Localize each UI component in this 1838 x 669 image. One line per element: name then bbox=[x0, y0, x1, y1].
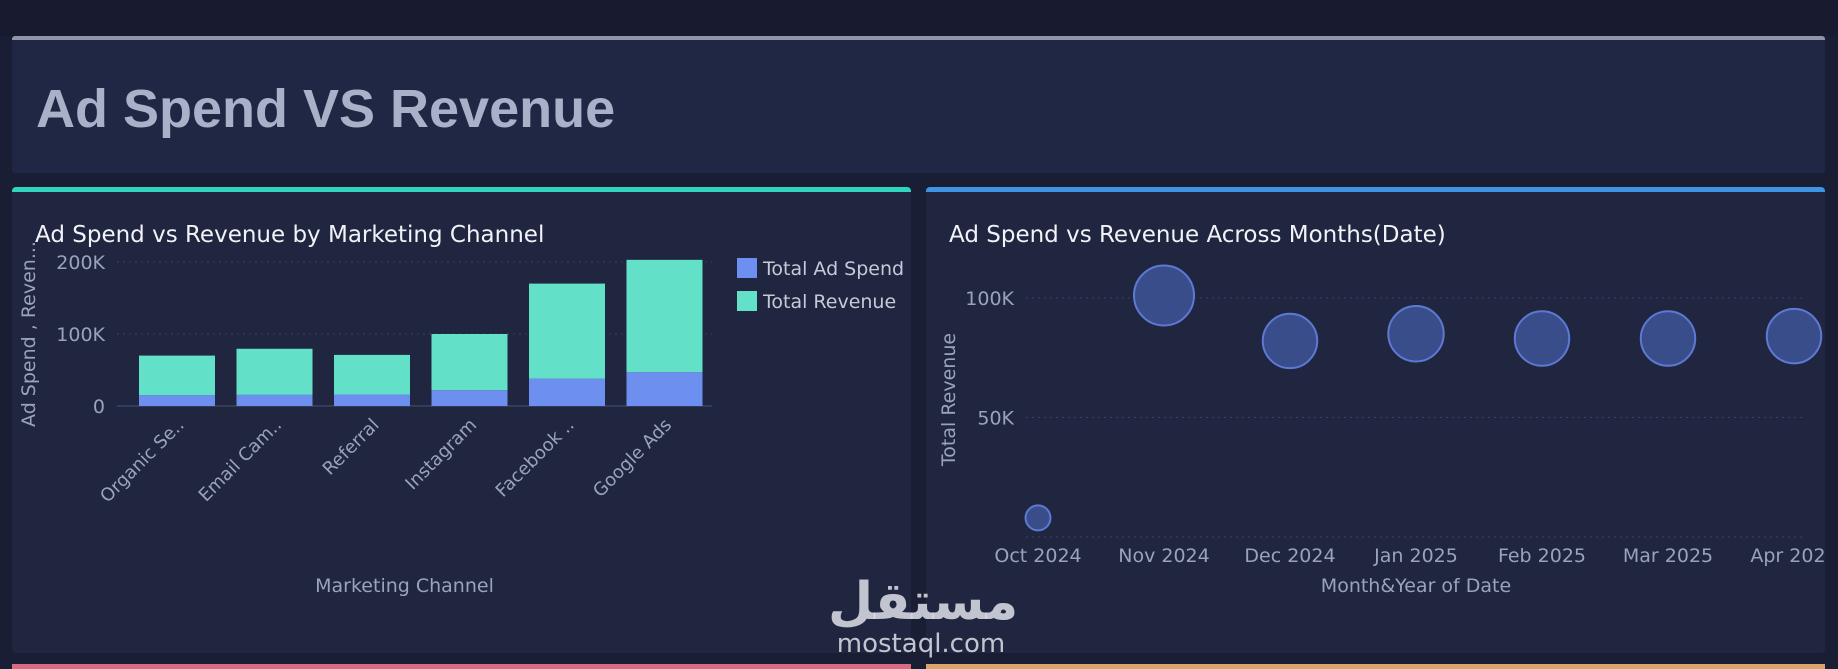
bar-revenue bbox=[334, 354, 410, 395]
legend-label: Total Ad Spend bbox=[762, 258, 904, 280]
x-axis-title: Marketing Channel bbox=[315, 575, 494, 597]
watermark-arabic: مستقل bbox=[828, 572, 1019, 632]
channel-chart-title: Ad Spend vs Revenue by Marketing Channel bbox=[35, 222, 545, 248]
x-axis-title: Month&Year of Date bbox=[1321, 575, 1511, 597]
bar-revenue bbox=[139, 355, 215, 396]
y-tick-label: 100K bbox=[56, 324, 105, 346]
legend-swatch bbox=[737, 258, 757, 278]
bar-ad-spend bbox=[431, 390, 508, 406]
bar-revenue bbox=[529, 283, 605, 379]
x-tick-label: Nov 2024 bbox=[1118, 545, 1209, 567]
bubble-point bbox=[1133, 264, 1195, 327]
bar-ad-spend bbox=[626, 372, 703, 406]
month-chart-card: Ad Spend vs Revenue Across Months(Date) … bbox=[926, 187, 1825, 653]
bubble-point bbox=[1024, 504, 1052, 532]
y-tick-label: 50K bbox=[977, 407, 1014, 429]
x-tick-label: Jan 2025 bbox=[1373, 545, 1458, 567]
legend-swatch bbox=[737, 291, 757, 311]
bar-revenue bbox=[236, 348, 313, 395]
bar-ad-spend bbox=[236, 394, 313, 406]
bubble-point bbox=[1261, 312, 1319, 370]
x-tick-label: Organic Se.. bbox=[96, 415, 188, 507]
channel-bar-chart: 0 100K 200K Organic Se.. Email Cam.. Referral… bbox=[18, 241, 904, 597]
x-tick-label: Mar 2025 bbox=[1623, 545, 1713, 567]
month-bubble-chart: 50K 100K Oct 2024 Nov 2024 Dec 2024 Jan 2025 F… bbox=[938, 264, 1825, 597]
next-card-left-accent bbox=[12, 664, 911, 669]
bubble-point bbox=[1513, 310, 1571, 367]
watermark-latin: mostaql.com bbox=[836, 629, 1006, 659]
y-tick-label: 100K bbox=[965, 288, 1014, 310]
y-tick-label: 200K bbox=[56, 252, 105, 274]
bubble-point bbox=[1387, 305, 1445, 363]
x-tick-label: Instagram bbox=[401, 415, 481, 495]
bar-ad-spend bbox=[334, 394, 410, 406]
y-axis-title: Total Revenue bbox=[938, 333, 960, 467]
month-chart-title: Ad Spend vs Revenue Across Months(Date) bbox=[949, 222, 1446, 248]
top-strip bbox=[0, 0, 1838, 36]
x-tick-label: Facebook .. bbox=[492, 415, 579, 502]
channel-chart-card: Ad Spend vs Revenue by Marketing Channel… bbox=[12, 187, 911, 653]
bar-revenue bbox=[431, 334, 508, 391]
x-tick-label: Oct 2024 bbox=[994, 545, 1081, 567]
x-tick-label: Google Ads bbox=[589, 415, 676, 502]
bubble-point bbox=[1639, 310, 1697, 367]
x-tick-label: Apr 2025 bbox=[1750, 545, 1825, 567]
bar-ad-spend bbox=[139, 395, 215, 406]
watermark-logo: مستقل mostaql.com bbox=[828, 572, 1019, 659]
y-tick-label: 0 bbox=[93, 396, 105, 418]
bar-revenue bbox=[626, 259, 703, 373]
x-tick-label: Dec 2024 bbox=[1244, 545, 1335, 567]
bar-ad-spend bbox=[529, 378, 605, 406]
page-title: Ad Spend VS Revenue bbox=[36, 79, 616, 139]
header-panel: Ad Spend VS Revenue bbox=[12, 36, 1825, 173]
x-tick-label: Feb 2025 bbox=[1498, 545, 1586, 567]
x-tick-label: Referral bbox=[319, 415, 384, 480]
y-axis-title: Ad Spend , Reven... bbox=[18, 241, 40, 427]
legend-label: Total Revenue bbox=[762, 291, 896, 313]
bubble-point bbox=[1765, 307, 1823, 365]
x-tick-label: Email Cam.. bbox=[195, 415, 286, 506]
next-card-right-accent bbox=[926, 664, 1825, 669]
